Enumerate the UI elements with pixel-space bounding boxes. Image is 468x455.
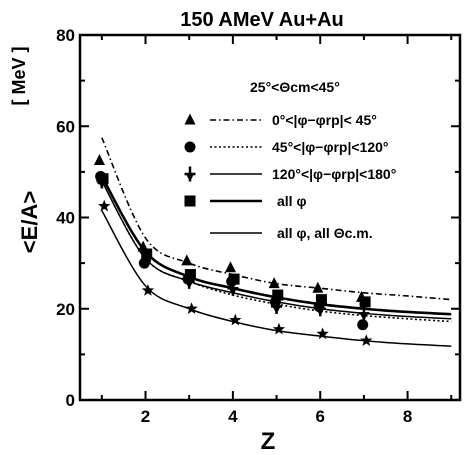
legend-label: 45°<|φ−φrp|<120° — [272, 139, 389, 155]
data-point — [184, 269, 196, 281]
legend-marker — [184, 113, 196, 125]
legend-label: 120°<|φ−φrp|<180° — [272, 166, 396, 182]
data-point — [359, 296, 371, 308]
data-point — [181, 254, 193, 266]
legend-marker — [184, 141, 196, 153]
y-tick-label: 0 — [66, 391, 75, 410]
x-axis-label: Z — [261, 428, 276, 455]
series-markers — [93, 153, 373, 346]
legend-label: all φ — [277, 193, 306, 209]
x-tick-label: 8 — [403, 407, 412, 426]
data-point — [97, 173, 109, 185]
data-point — [357, 319, 369, 331]
legend-marker — [184, 166, 196, 182]
data-point — [98, 199, 111, 212]
data-point — [268, 277, 280, 289]
legend-label: 0°<|φ−φrp|< 45° — [272, 112, 377, 128]
x-tick-label: 2 — [141, 407, 150, 426]
legend: 25°<Θcm<45° 0°<|φ−φrp|< 45° 45°<|φ−φrp|<1… — [184, 79, 396, 241]
y-tick-label: 80 — [56, 26, 75, 45]
y-ticks: 0 20 40 60 80 — [56, 26, 460, 410]
x-tick-label: 6 — [315, 407, 324, 426]
y-axis-unit: [ MeV ] — [9, 46, 29, 105]
x-tick-label: 4 — [228, 407, 238, 426]
data-point — [358, 305, 370, 321]
data-point — [316, 327, 329, 340]
y-tick-label: 60 — [56, 117, 75, 136]
chart-title: 150 AMeV Au+Au — [180, 9, 344, 31]
data-point — [315, 294, 327, 306]
series-line — [101, 137, 452, 301]
cut-label: 25°<Θcm<45° — [250, 79, 340, 95]
data-point — [312, 281, 324, 293]
data-point — [141, 284, 155, 296]
data-point — [224, 261, 236, 273]
data-point — [272, 289, 284, 301]
data-point — [185, 302, 198, 315]
y-axis-label: <E/A> — [17, 191, 42, 253]
data-point — [141, 248, 153, 260]
x-ticks: 2 4 6 8 — [100, 35, 453, 426]
legend-marker — [184, 195, 196, 207]
y-tick-label: 20 — [56, 300, 75, 319]
data-point — [228, 273, 240, 285]
y-tick-label: 40 — [56, 209, 75, 228]
data-point — [271, 298, 283, 314]
legend-label: all φ, all Θc.m. — [277, 225, 373, 241]
data-point — [229, 313, 242, 326]
data-point — [360, 334, 373, 346]
data-point — [272, 322, 286, 335]
data-point — [93, 153, 105, 165]
